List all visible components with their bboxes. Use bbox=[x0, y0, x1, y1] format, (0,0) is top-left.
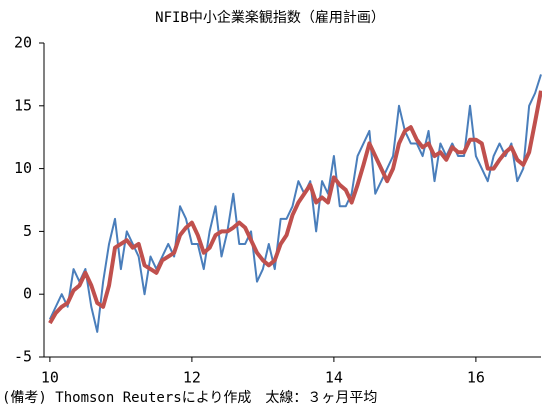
x-tick-label: 14 bbox=[325, 369, 343, 387]
y-tick-label: -5 bbox=[14, 348, 32, 366]
series-line bbox=[48, 90, 542, 325]
y-tick-label: 20 bbox=[14, 34, 32, 52]
y-tick-label: 0 bbox=[23, 285, 32, 303]
x-tick-label: 10 bbox=[41, 369, 59, 387]
series-line bbox=[48, 74, 542, 333]
x-tick-label: 12 bbox=[183, 369, 201, 387]
note: (備考) Thomson Reutersにより作成 太線：３ヶ月平均 bbox=[2, 390, 377, 406]
y-tick-label: 10 bbox=[14, 159, 32, 177]
x-tick-label: 16 bbox=[467, 369, 485, 387]
y-tick-label: 15 bbox=[14, 96, 32, 114]
chart-title: NFIB中小企業楽観指数（雇用計画） bbox=[155, 9, 385, 26]
y-tick-label: 5 bbox=[23, 222, 32, 240]
